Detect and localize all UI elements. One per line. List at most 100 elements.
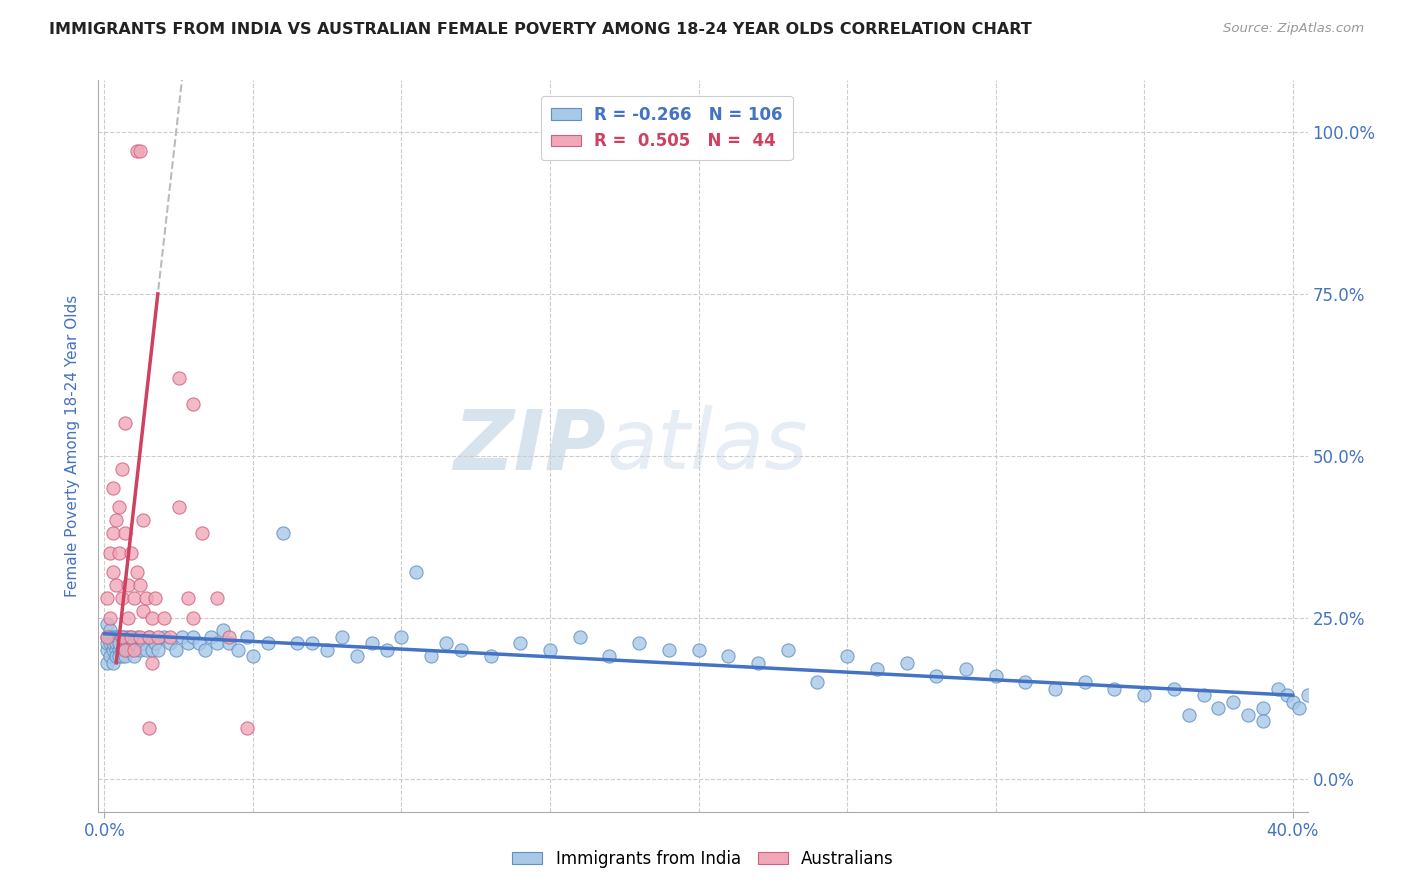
Point xyxy=(146,643,169,657)
Point xyxy=(114,630,136,644)
Point xyxy=(316,643,339,657)
Point xyxy=(138,721,160,735)
Point xyxy=(183,397,205,411)
Point xyxy=(111,649,134,664)
Point xyxy=(236,721,259,735)
Point xyxy=(111,461,134,475)
Point xyxy=(146,630,169,644)
Point xyxy=(135,643,157,657)
Point xyxy=(598,649,620,664)
Point xyxy=(271,526,294,541)
Point xyxy=(111,643,134,657)
Point xyxy=(450,643,472,657)
Point xyxy=(658,643,681,657)
Point xyxy=(346,649,368,664)
Point xyxy=(165,643,187,657)
Point xyxy=(108,636,131,650)
Point xyxy=(360,636,382,650)
Point xyxy=(391,630,413,644)
Point xyxy=(105,643,128,657)
Point xyxy=(108,649,131,664)
Point xyxy=(1267,681,1289,696)
Point xyxy=(218,630,240,644)
Point xyxy=(122,649,145,664)
Point xyxy=(1192,688,1215,702)
Point xyxy=(183,630,205,644)
Point xyxy=(114,417,136,431)
Point xyxy=(866,662,889,676)
Point xyxy=(1043,681,1066,696)
Point xyxy=(1208,701,1230,715)
Point xyxy=(242,649,264,664)
Point xyxy=(212,624,235,638)
Point xyxy=(117,578,139,592)
Point xyxy=(776,643,799,657)
Point xyxy=(226,643,249,657)
Point xyxy=(105,578,128,592)
Point xyxy=(568,630,591,644)
Point xyxy=(105,630,128,644)
Point xyxy=(984,669,1007,683)
Point xyxy=(1014,675,1036,690)
Point xyxy=(176,591,198,606)
Point xyxy=(114,526,136,541)
Point xyxy=(183,610,205,624)
Point xyxy=(207,591,229,606)
Point xyxy=(111,630,134,644)
Point xyxy=(108,643,131,657)
Point xyxy=(129,578,152,592)
Y-axis label: Female Poverty Among 18-24 Year Olds: Female Poverty Among 18-24 Year Olds xyxy=(65,295,80,597)
Point xyxy=(1296,688,1319,702)
Point xyxy=(717,649,740,664)
Point xyxy=(194,643,217,657)
Point xyxy=(138,630,160,644)
Point xyxy=(125,630,148,644)
Point xyxy=(114,643,136,657)
Point xyxy=(98,610,121,624)
Point xyxy=(375,643,398,657)
Point xyxy=(98,630,121,644)
Point xyxy=(159,636,181,650)
Point xyxy=(98,546,121,560)
Point xyxy=(170,630,193,644)
Point xyxy=(132,513,155,527)
Point xyxy=(98,649,121,664)
Point xyxy=(122,591,145,606)
Point xyxy=(1251,714,1274,728)
Point xyxy=(108,630,131,644)
Point xyxy=(129,145,152,159)
Point xyxy=(96,656,118,670)
Point xyxy=(1222,695,1244,709)
Point xyxy=(120,630,142,644)
Point xyxy=(98,636,121,650)
Point xyxy=(538,643,561,657)
Point xyxy=(135,591,157,606)
Point xyxy=(143,591,166,606)
Point xyxy=(125,145,148,159)
Point xyxy=(835,649,858,664)
Point xyxy=(96,636,118,650)
Point xyxy=(138,630,160,644)
Point xyxy=(129,630,152,644)
Point xyxy=(1163,681,1185,696)
Point xyxy=(688,643,710,657)
Point xyxy=(236,630,259,644)
Point xyxy=(114,643,136,657)
Point xyxy=(420,649,443,664)
Point xyxy=(207,636,229,650)
Point xyxy=(1133,688,1156,702)
Point xyxy=(141,610,163,624)
Point xyxy=(200,630,222,644)
Point xyxy=(141,656,163,670)
Point xyxy=(1251,701,1274,715)
Text: IMMIGRANTS FROM INDIA VS AUSTRALIAN FEMALE POVERTY AMONG 18-24 YEAR OLDS CORRELA: IMMIGRANTS FROM INDIA VS AUSTRALIAN FEMA… xyxy=(49,22,1032,37)
Point xyxy=(159,630,181,644)
Point xyxy=(1074,675,1097,690)
Point xyxy=(111,630,134,644)
Point xyxy=(1237,707,1260,722)
Point xyxy=(98,624,121,638)
Point xyxy=(96,617,118,632)
Point xyxy=(301,636,323,650)
Point xyxy=(152,630,174,644)
Point xyxy=(108,500,131,515)
